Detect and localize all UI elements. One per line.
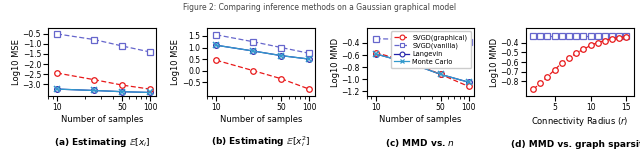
X-axis label: Number of samples: Number of samples (380, 115, 461, 124)
Y-axis label: Log10 MMD: Log10 MMD (331, 38, 340, 86)
Legend: SVGD(graphical), SVGD(vanilla), Langevin, Monte Carlo: SVGD(graphical), SVGD(vanilla), Langevin… (391, 31, 471, 68)
Text: (c) MMD vs. $n$: (c) MMD vs. $n$ (385, 137, 456, 149)
Y-axis label: Log10 MSE: Log10 MSE (172, 39, 180, 85)
X-axis label: Number of samples: Number of samples (220, 115, 302, 124)
Text: (d) MMD vs. graph sparsity: (d) MMD vs. graph sparsity (511, 140, 640, 149)
X-axis label: Connectivity Radius $(r)$: Connectivity Radius $(r)$ (531, 115, 628, 128)
Text: (b) Estimating $\mathbb{E}[x_i^2]$: (b) Estimating $\mathbb{E}[x_i^2]$ (211, 134, 311, 149)
Text: Figure 2: Comparing inference methods on a Gaussian graphical model: Figure 2: Comparing inference methods on… (184, 3, 456, 12)
Y-axis label: Log10 MMD: Log10 MMD (490, 38, 499, 86)
X-axis label: Number of samples: Number of samples (61, 115, 143, 124)
Text: (a) Estimating $\mathbb{E}[x_i]$: (a) Estimating $\mathbb{E}[x_i]$ (54, 136, 150, 149)
Y-axis label: Log10 MSE: Log10 MSE (12, 39, 21, 85)
